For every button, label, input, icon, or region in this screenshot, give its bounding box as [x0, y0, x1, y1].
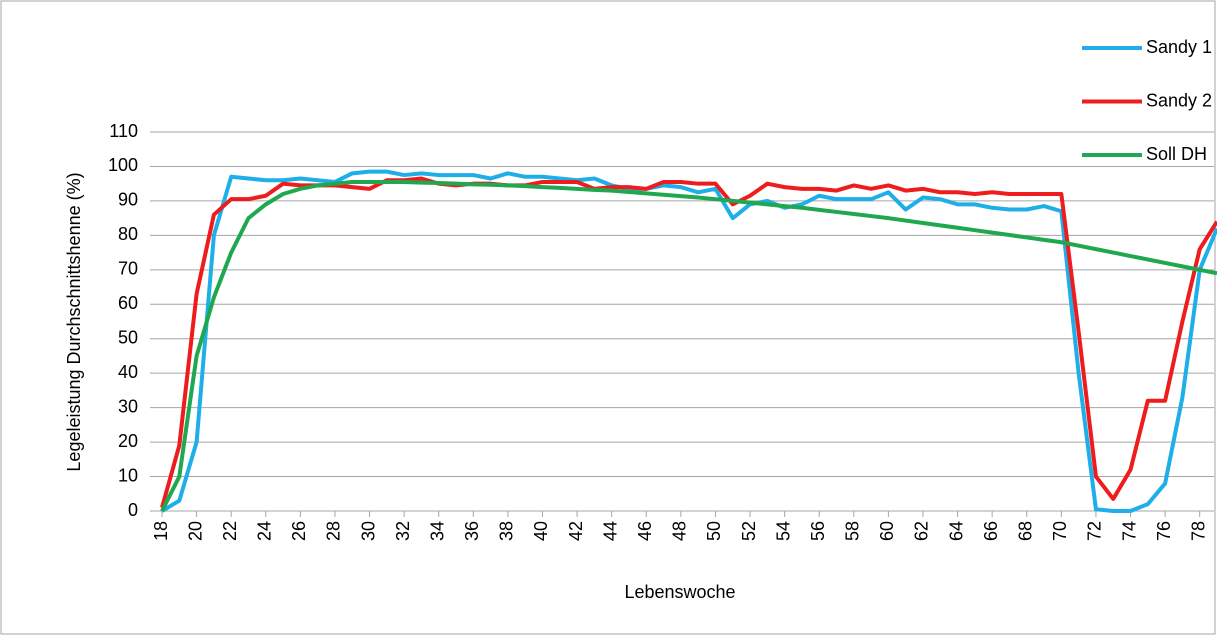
- y-tick-label: 60: [118, 293, 138, 313]
- x-tick-label: 74: [1119, 521, 1139, 541]
- y-tick-label: 30: [118, 396, 138, 416]
- x-tick-label: 18: [151, 521, 171, 541]
- x-tick-label: 40: [531, 521, 551, 541]
- x-tick-label: 22: [220, 521, 240, 541]
- x-tick-label: 44: [600, 521, 620, 541]
- x-tick-label: 52: [739, 521, 759, 541]
- x-tick-label: 20: [185, 521, 205, 541]
- y-tick-label: 100: [108, 155, 138, 175]
- x-tick-label: 56: [808, 521, 828, 541]
- y-tick-label: 90: [118, 190, 138, 210]
- legend-label: Sandy 1: [1146, 37, 1212, 57]
- legend-label: Soll DH: [1146, 144, 1207, 164]
- x-tick-label: 72: [1085, 521, 1105, 541]
- x-tick-label: 26: [289, 521, 309, 541]
- data-line: [160, 179, 1217, 512]
- y-tick-label: 20: [118, 431, 138, 451]
- x-axis-label: Lebenswoche: [624, 582, 735, 602]
- x-tick-label: 54: [773, 521, 793, 541]
- x-tick-label: 66: [981, 521, 1001, 541]
- y-tick-label: 10: [118, 465, 138, 485]
- y-axis-label: Legeleistung Durchschnittshenne (%): [64, 172, 84, 471]
- x-tick-label: 30: [358, 521, 378, 541]
- x-tick-label: 38: [497, 521, 517, 541]
- x-tick-label: 60: [877, 521, 897, 541]
- x-tick-label: 42: [566, 521, 586, 541]
- data-line: [160, 169, 1217, 513]
- y-tick-label: 110: [109, 121, 138, 141]
- x-tick-label: 76: [1154, 521, 1174, 541]
- y-tick-label: 0: [128, 500, 138, 520]
- data-line: [160, 176, 1217, 509]
- x-tick-label: 78: [1188, 521, 1208, 541]
- x-tick-label: 62: [912, 521, 932, 541]
- x-tick-label: 34: [427, 521, 447, 541]
- x-tick-label: 36: [462, 521, 482, 541]
- y-tick-label: 40: [118, 362, 138, 382]
- x-tick-label: 46: [635, 521, 655, 541]
- x-tick-label: 58: [843, 521, 863, 541]
- y-tick-label: 80: [118, 224, 138, 244]
- x-tick-label: 64: [946, 521, 966, 541]
- y-tick-label: 70: [118, 259, 138, 279]
- x-tick-label: 28: [324, 521, 344, 541]
- x-tick-label: 24: [255, 521, 275, 541]
- x-tick-label: 68: [1016, 521, 1036, 541]
- x-tick-label: 70: [1050, 521, 1070, 541]
- x-tick-label: 48: [670, 521, 690, 541]
- x-tick-label: 50: [704, 521, 724, 541]
- y-tick-label: 50: [118, 327, 138, 347]
- legend-label: Sandy 2: [1146, 90, 1212, 110]
- x-tick-label: 32: [393, 521, 413, 541]
